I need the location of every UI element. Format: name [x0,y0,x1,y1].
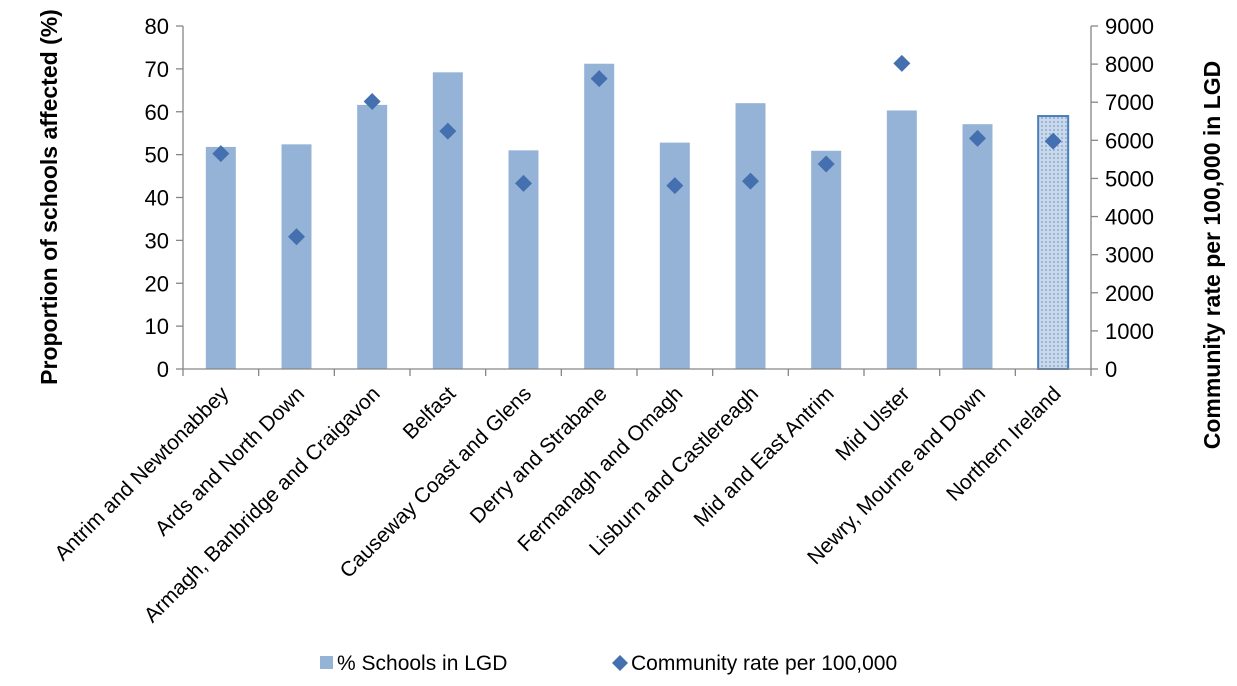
y-tick-label: 70 [145,57,169,82]
point [969,129,986,147]
y-axis-title: Proportion of schools affected (%) [36,9,62,385]
points [212,54,1062,246]
legend-bar-swatch [320,656,333,669]
point [363,92,381,110]
point [515,174,532,192]
point [666,177,684,195]
bar [659,142,690,369]
point [288,228,305,246]
bar [811,150,842,369]
point [590,70,608,88]
y2-tick-label: 8000 [1105,52,1154,77]
point [817,155,835,173]
y2-tick-label: 5000 [1105,166,1154,191]
y2-axis-title: Community rate per 100,000 in LGD [1199,61,1225,450]
y-tick-label: 50 [145,143,169,168]
point [742,172,759,190]
x-tick-label: Ards and North Down [151,382,309,540]
bar [281,144,312,369]
y-tick-label: 20 [145,271,169,296]
point [1044,132,1062,150]
y2-tick-label: 6000 [1105,128,1154,153]
y2-tick-label: 7000 [1105,90,1154,115]
bar [735,103,766,370]
y2-tick-label: 9000 [1105,14,1154,39]
bar [584,63,615,369]
legend: % Schools in LGD Community rate per 100,… [320,652,897,675]
axes [182,26,1092,370]
y-tick-label: 40 [145,186,169,211]
y-tick-label: 0 [157,357,169,382]
legend-bar-label: % Schools in LGD [337,652,507,675]
y2-tick-label: 3000 [1105,243,1154,268]
y2-tick-label: 1000 [1105,319,1154,344]
y2-tick-label: 2000 [1105,281,1154,306]
legend-point-label: Community rate per 100,000 [631,652,897,675]
point [893,54,911,72]
point [212,145,230,163]
bar [357,104,388,369]
legend-diamond-marker [612,655,628,671]
y-tick-label: 10 [145,314,169,339]
bar [962,124,993,369]
x-tick-label: Mid and East Antrim [690,382,839,531]
y-tick-label: 80 [145,14,169,39]
x-tick-label: Derry and Strabane [466,382,612,528]
bar [886,110,917,370]
y2-tick-label: 4000 [1105,205,1154,230]
bars [205,63,1070,370]
bar [432,72,463,370]
y-tick-label: 30 [145,228,169,253]
point [439,122,457,140]
y2-tick-label: 0 [1105,357,1117,382]
y-tick-label: 60 [145,100,169,125]
bar [1037,115,1070,370]
x-tick-label: Belfast [399,382,461,444]
bar [205,146,236,369]
